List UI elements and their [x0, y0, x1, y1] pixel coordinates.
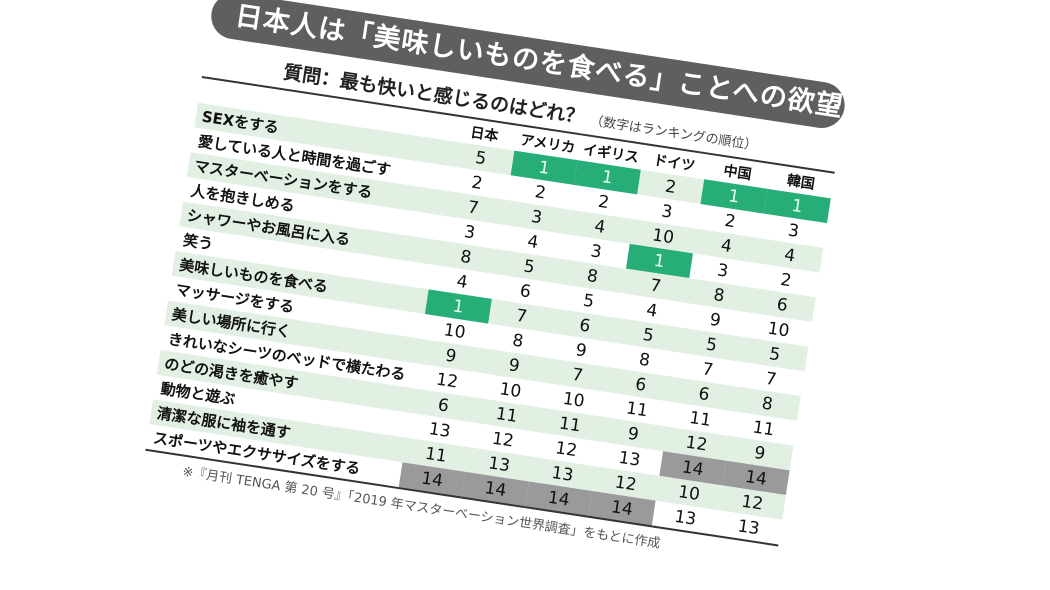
ranking-card: 日本人は「美味しいものを食べる」ことへの欲望が強い 質問：最も快いと感じるのはど…	[142, 0, 928, 569]
